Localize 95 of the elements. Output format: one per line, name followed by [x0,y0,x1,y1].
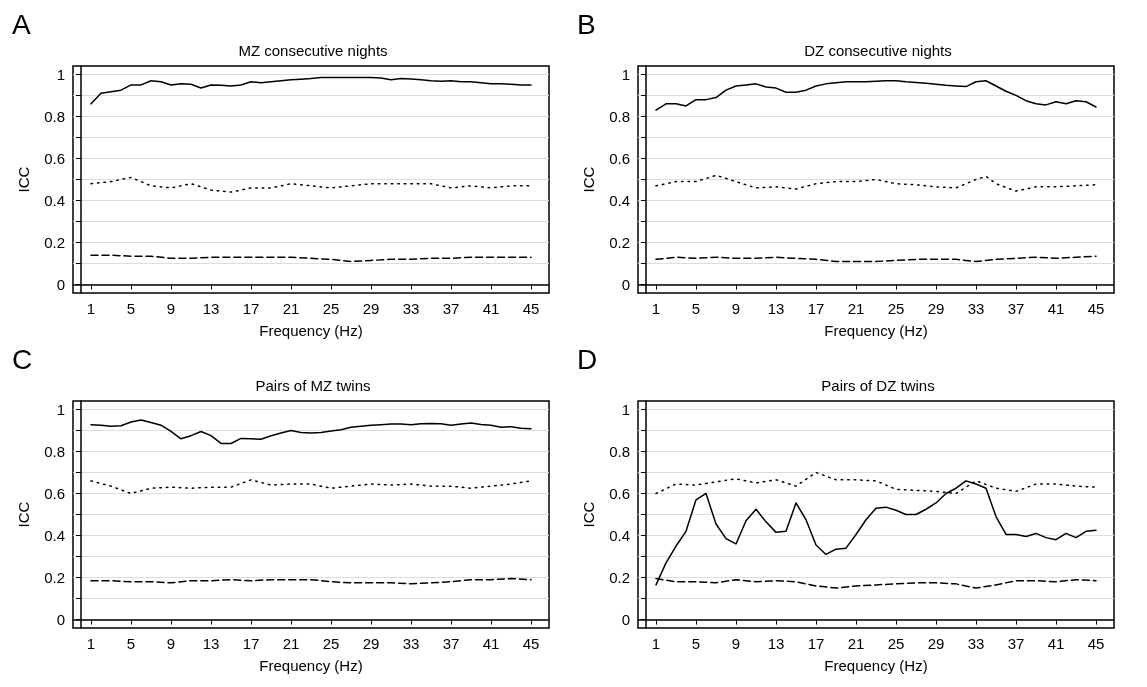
y-tick-label: 0.6 [609,484,630,502]
x-tick-label: 37 [1007,300,1025,317]
y-axis-title: ICC [580,166,597,193]
y-tick-label: 0.8 [44,442,65,460]
x-tick-label: 45 [522,635,540,652]
x-tick-label: 21 [847,300,865,317]
line-series [90,479,532,495]
text: D [577,343,598,375]
x-tick-label: 25 [322,635,340,652]
line-series [655,79,1097,111]
chart-title: MZ consecutive nights [238,42,388,59]
y-tick-label: 0.4 [44,192,65,210]
x-tick-label: 1 [86,300,96,317]
line-series [90,76,532,105]
y-tick-label: 1 [56,400,65,418]
x-tick-label: 45 [522,300,540,317]
line-series [90,254,532,263]
x-tick-label: 29 [362,635,380,652]
x-axis-title: Frequency (Hz) [259,322,363,339]
y-axis-title: ICC [15,501,32,528]
x-tick-label: 29 [927,300,945,317]
x-tick-label: 41 [1047,300,1065,317]
x-tick-label: 9 [166,635,176,652]
x-tick-label: 33 [402,300,420,317]
line-series [90,419,532,445]
x-tick-label: 37 [442,635,460,652]
y-tick-label: 0.8 [609,442,630,460]
x-tick-label: 41 [1047,635,1065,652]
x-tick-label: 33 [967,635,985,652]
y-tick-label: 0 [56,276,65,294]
x-tick-label: 41 [482,300,500,317]
x-tick-label: 13 [767,300,785,317]
x-tick-label: 9 [731,635,741,652]
x-tick-label: 33 [967,300,985,317]
y-axis-title: ICC [580,501,597,528]
x-axis-title: Frequency (Hz) [824,322,928,339]
x-tick-label: 21 [847,635,865,652]
x-tick-label: 13 [202,300,220,317]
y-tick-label: 0.2 [44,569,65,587]
x-tick-label: 45 [1087,635,1105,652]
x-tick-label: 13 [202,635,220,652]
y-axis-title: ICC [15,166,32,193]
text: A [12,8,31,40]
x-tick-label: 37 [442,300,460,317]
x-tick-label: 29 [927,635,945,652]
y-tick-label: 0.6 [44,484,65,502]
x-tick-label: 9 [166,300,176,317]
y-tick-label: 1 [621,65,630,83]
x-tick-label: 13 [767,635,785,652]
y-tick-label: 0.4 [609,527,630,545]
y-tick-label: 0.2 [44,234,65,252]
x-axis-title: Frequency (Hz) [824,657,928,674]
x-tick-label: 33 [402,635,420,652]
y-tick-label: 0.6 [44,149,65,167]
x-tick-label: 37 [1007,635,1025,652]
x-axis-title: Frequency (Hz) [259,657,363,674]
y-tick-label: 0.8 [44,107,65,125]
chart-title: DZ consecutive nights [804,42,952,59]
x-tick-label: 25 [322,300,340,317]
x-tick-label: 17 [807,635,825,652]
x-tick-label: 5 [691,300,701,317]
y-tick-label: 1 [621,400,630,418]
y-tick-label: 0 [621,611,630,629]
x-tick-label: 17 [242,635,260,652]
x-tick-label: 1 [651,300,661,317]
x-tick-label: 45 [1087,300,1105,317]
y-tick-label: 0.6 [609,149,630,167]
y-tick-label: 0.2 [609,234,630,252]
x-tick-label: 41 [482,635,500,652]
y-tick-label: 0.4 [609,192,630,210]
line-series [655,174,1097,192]
y-tick-label: 0.8 [609,107,630,125]
x-tick-label: 17 [242,300,260,317]
x-tick-label: 5 [126,635,136,652]
line-series [90,176,532,193]
text: C [12,343,33,375]
y-tick-label: 0 [56,611,65,629]
y-tick-label: 1 [56,65,65,83]
x-tick-label: 25 [887,300,905,317]
chart-title: Pairs of DZ twins [821,377,935,394]
x-tick-label: 1 [86,635,96,652]
x-tick-label: 21 [282,635,300,652]
x-tick-label: 21 [282,300,300,317]
x-tick-label: 1 [651,635,661,652]
y-tick-label: 0 [621,276,630,294]
x-tick-label: 29 [362,300,380,317]
x-tick-label: 17 [807,300,825,317]
x-tick-label: 5 [126,300,136,317]
x-tick-label: 9 [731,300,741,317]
x-tick-label: 25 [887,635,905,652]
chart-title: Pairs of MZ twins [255,377,371,394]
x-tick-label: 5 [691,635,701,652]
y-tick-label: 0.4 [44,527,65,545]
text: B [577,8,596,40]
y-tick-label: 0.2 [609,569,630,587]
